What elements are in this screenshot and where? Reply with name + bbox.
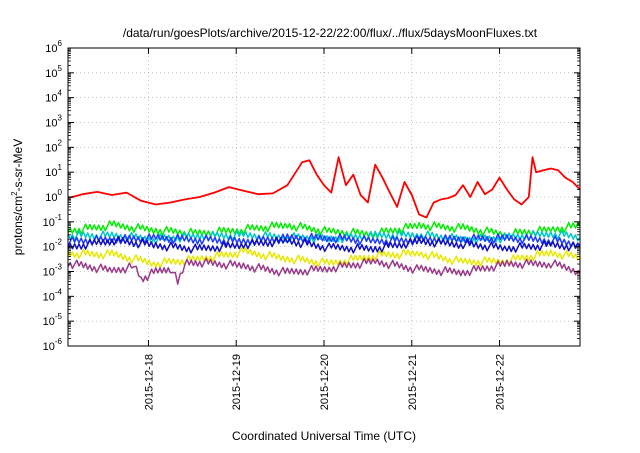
y-tick-exponent: 5 (58, 64, 63, 73)
y-tick-label: 102 (45, 138, 62, 154)
series-line (67, 247, 581, 269)
y-tick-exponent: 2 (58, 138, 63, 147)
y-tick-exponent: 4 (58, 89, 63, 98)
x-tick-label: 2015-12-19 (231, 354, 243, 410)
y-tick-label: 10-4 (43, 287, 63, 303)
y-tick-exponent: -5 (55, 312, 63, 321)
y-tick-exponent: -1 (55, 213, 63, 222)
y-tick-label: 101 (45, 163, 62, 179)
y-tick-base: 10 (45, 68, 57, 80)
y-tick-label: 104 (45, 89, 62, 105)
y-tick-label: 103 (45, 114, 62, 130)
y-axis-label-main: protons/cm (11, 196, 25, 255)
y-tick-label: 10-6 (43, 337, 63, 353)
y-tick-base: 10 (43, 242, 55, 254)
series-line (67, 232, 581, 250)
x-tick-label: 2015-12-21 (407, 354, 419, 410)
y-tick-exponent: 0 (58, 188, 63, 197)
x-tick-label: 2015-12-20 (319, 354, 331, 410)
y-tick-base: 10 (43, 291, 55, 303)
y-tick-exponent: -3 (55, 263, 63, 272)
y-tick-exponent: 3 (58, 114, 63, 123)
series-line (67, 235, 581, 254)
y-tick-exponent: 6 (58, 39, 63, 48)
x-axis-label: Coordinated Universal Time (UTC) (232, 429, 416, 443)
grid-lines (68, 48, 580, 346)
series-lines (67, 156, 581, 285)
y-axis-ticks: 10-610-510-410-310-210-11001011021031041… (43, 39, 580, 353)
y-axis-label: protons/cm2-s-sr-MeV (10, 139, 25, 255)
y-tick-exponent: -2 (55, 238, 63, 247)
y-tick-label: 10-2 (43, 238, 63, 254)
x-tick-label: 2015-12-22 (495, 354, 507, 410)
y-tick-base: 10 (45, 167, 57, 179)
y-tick-label: 106 (45, 39, 62, 55)
x-tick-label: 2015-12-18 (143, 354, 155, 410)
y-axis-label-rest: -s-sr-MeV (11, 139, 25, 192)
y-tick-base: 10 (45, 43, 57, 55)
y-tick-exponent: -6 (55, 337, 63, 346)
y-tick-base: 10 (43, 217, 55, 229)
chart-title: /data/run/goesPlots/archive/2015-12-22/2… (123, 26, 538, 40)
series-line (67, 220, 581, 240)
y-tick-base: 10 (45, 192, 57, 204)
y-tick-base: 10 (45, 118, 57, 130)
y-tick-base: 10 (45, 142, 57, 154)
y-tick-label: 10-5 (43, 312, 63, 328)
y-axis-label-exponent: 2 (10, 191, 19, 196)
x-axis-ticks: 2015-12-18 2015-12-19 2015-12-20 2015-12-21… (143, 48, 507, 410)
series-line (67, 156, 581, 219)
y-tick-label: 100 (45, 188, 62, 204)
y-tick-label: 10-3 (43, 263, 63, 279)
y-tick-base: 10 (43, 341, 55, 353)
series-line (67, 257, 581, 285)
y-tick-exponent: -4 (55, 287, 63, 296)
y-tick-label: 10-1 (43, 213, 63, 229)
y-tick-base: 10 (43, 267, 55, 279)
y-tick-label: 105 (45, 64, 62, 80)
y-tick-base: 10 (43, 316, 55, 328)
y-tick-base: 10 (45, 93, 57, 105)
y-tick-exponent: 1 (58, 163, 63, 172)
